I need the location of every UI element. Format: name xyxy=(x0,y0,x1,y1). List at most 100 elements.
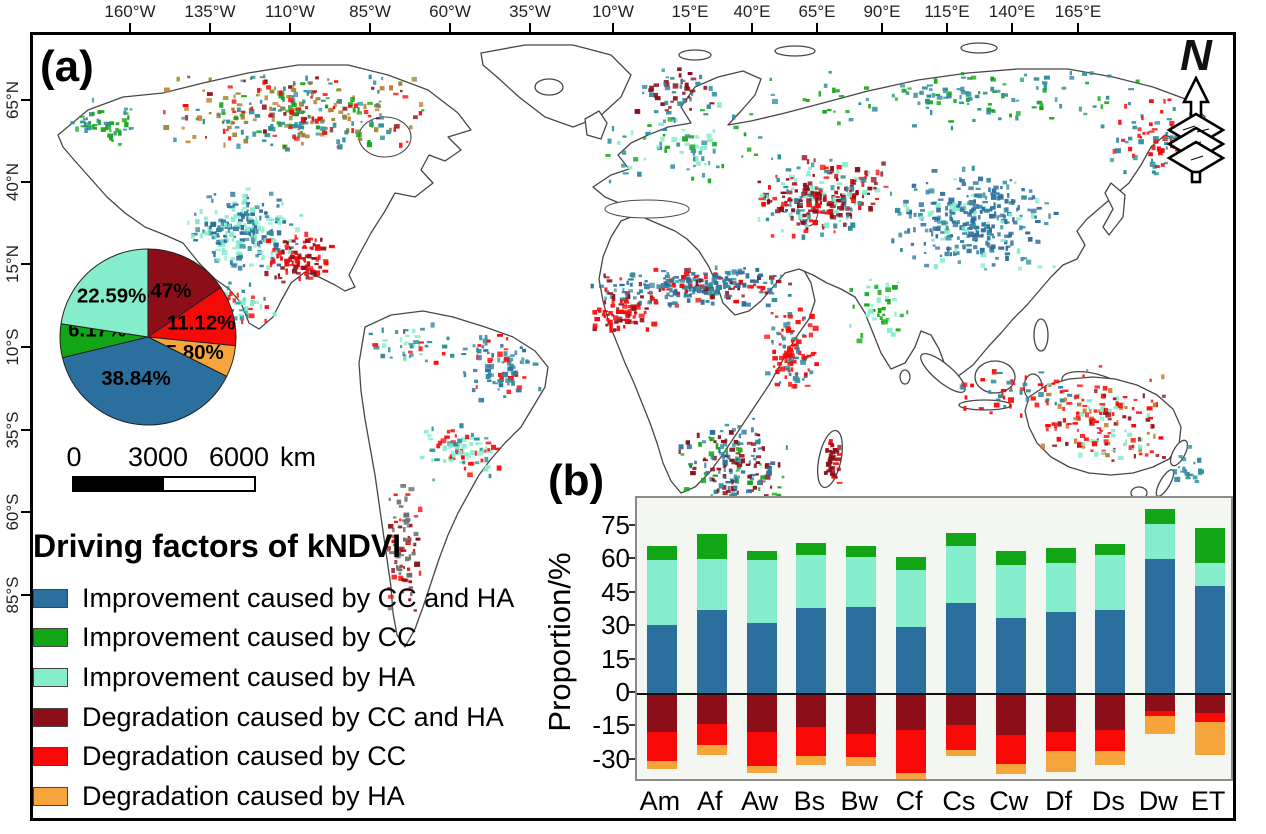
island-philippines xyxy=(1033,318,1049,352)
bar-category-label: Cf xyxy=(895,786,923,816)
legend-item: Degradation caused by HA xyxy=(33,780,405,814)
bar-segment-degradation-caused-by-cc xyxy=(696,724,727,746)
bar-category-label: Df xyxy=(1045,786,1073,816)
map-data-speckles xyxy=(70,67,1204,612)
legend-swatch xyxy=(33,787,68,806)
bar-category-label: Aw xyxy=(741,786,779,816)
longitude-tick xyxy=(689,23,691,32)
pie-slice xyxy=(61,336,228,426)
island-japan xyxy=(1102,182,1126,236)
latitude-tick xyxy=(21,429,30,431)
bar-segment-improvement-caused-by-cc xyxy=(945,532,976,546)
pie-slice xyxy=(60,248,149,338)
latitude-label: 85°S xyxy=(3,576,22,614)
north-arrow: N xyxy=(1158,34,1234,189)
bar-segment-degradation-caused-by-ha xyxy=(646,760,677,769)
latitude-label: 10°S xyxy=(3,328,22,366)
longitude-label: 60°W xyxy=(429,2,471,21)
longitude-label: 35°W xyxy=(509,2,551,21)
bar-segment-degradation-caused-by-ha xyxy=(846,757,877,767)
bar-segment-degradation-caused-by-cc-and-ha xyxy=(1045,694,1076,732)
longitude-label: 65°E xyxy=(798,2,836,21)
longitude-tick xyxy=(529,23,531,32)
longitude-tick xyxy=(369,23,371,32)
longitude-tick xyxy=(129,23,131,32)
island-britain xyxy=(584,110,608,140)
north-arrow-graphic xyxy=(1166,75,1226,184)
continent-eurasia xyxy=(592,68,1206,378)
bar-segment-improvement-caused-by-cc xyxy=(646,545,677,561)
bar-segment-improvement-caused-by-ha xyxy=(746,560,777,623)
legend-item: Improvement caused by CC xyxy=(33,621,417,655)
legend-item: Improvement caused by CC and HA xyxy=(33,581,514,615)
longitude-tick xyxy=(449,23,451,32)
bar-segment-improvement-caused-by-cc-and-ha xyxy=(896,627,927,694)
longitude-label: 90°E xyxy=(863,2,901,21)
longitude-tick xyxy=(751,23,753,32)
longitude-label: 115°E xyxy=(924,2,970,21)
y-axis-tick-mark xyxy=(629,590,635,593)
y-axis-tick-mark xyxy=(629,691,635,693)
bar-segment-improvement-caused-by-ha xyxy=(1195,562,1226,586)
bar-segment-degradation-caused-by-cc xyxy=(1145,710,1176,717)
latitude-label: 40°N xyxy=(3,163,22,201)
latitude-label: 65°N xyxy=(3,81,22,119)
legend-swatch xyxy=(33,747,68,767)
legend-swatch xyxy=(33,707,68,727)
bar-segment-improvement-caused-by-cc-and-ha xyxy=(846,607,877,694)
bar-category-label: Dw xyxy=(1138,786,1178,816)
bar-segment-degradation-caused-by-cc-and-ha xyxy=(995,694,1026,736)
longitude-tick xyxy=(1011,23,1013,32)
legend-item-label: Degradation caused by CC xyxy=(82,741,407,772)
legend-item: Degradation caused by CC and HA xyxy=(33,700,504,734)
bar-category-label: Bw xyxy=(840,786,879,816)
latitude-tick xyxy=(21,181,30,183)
longitude-tick xyxy=(289,23,291,32)
latitude-label: 15°N xyxy=(3,245,22,283)
arctic-island-1 xyxy=(678,49,712,61)
legend-swatch xyxy=(33,628,68,648)
bar-segment-degradation-caused-by-ha xyxy=(1145,716,1176,735)
bar-segment-degradation-caused-by-ha xyxy=(995,764,1026,775)
bar-segment-improvement-caused-by-ha xyxy=(995,564,1026,619)
bar-segment-degradation-caused-by-ha xyxy=(1045,750,1076,772)
bar-category-label: Bs xyxy=(793,786,826,816)
latitude-tick xyxy=(21,594,30,596)
bar-segment-improvement-caused-by-cc-and-ha xyxy=(646,624,677,694)
bar-segment-improvement-caused-by-cc xyxy=(1045,548,1076,563)
bar-segment-improvement-caused-by-cc-and-ha xyxy=(1095,610,1126,694)
bar-segment-degradation-caused-by-cc xyxy=(1045,731,1076,751)
bar-category-label: ET xyxy=(1190,786,1226,816)
bar-segment-degradation-caused-by-cc xyxy=(945,725,976,750)
bar-segment-degradation-caused-by-ha xyxy=(945,749,976,757)
legend-item-label: Degradation caused by CC and HA xyxy=(82,701,504,732)
legend-swatch xyxy=(33,667,68,687)
bar-segment-improvement-caused-by-cc-and-ha xyxy=(1045,611,1076,694)
bar-segment-degradation-caused-by-ha xyxy=(696,745,727,756)
y-axis-tick-mark xyxy=(629,557,635,560)
bar-segment-improvement-caused-by-cc xyxy=(846,545,877,558)
bar-category-label: Cs xyxy=(942,786,976,816)
bar-segment-degradation-caused-by-cc-and-ha xyxy=(1195,694,1226,713)
y-axis-tick-mark xyxy=(629,724,635,727)
longitude-tick xyxy=(1077,23,1079,32)
bar-chart-y-axis-title: Proportion/% xyxy=(542,552,577,732)
pie-slice-percentage: 38.84% xyxy=(101,367,171,390)
bar-segment-degradation-caused-by-ha xyxy=(746,766,777,774)
legend-item-label: Improvement caused by CC and HA xyxy=(82,582,515,613)
bar-category-label: Am xyxy=(639,786,681,816)
legend-item-label: Improvement caused by HA xyxy=(82,661,416,692)
bar-category-label: Cw xyxy=(989,786,1029,816)
longitude-tick xyxy=(209,23,211,32)
longitude-label: 165°E xyxy=(1054,2,1102,21)
scale-bar-graphic xyxy=(72,476,256,492)
bar-segment-improvement-caused-by-cc-and-ha xyxy=(1195,586,1226,694)
scale-bar-unit: km xyxy=(280,442,316,472)
island-java xyxy=(958,399,1012,411)
bar-segment-improvement-caused-by-ha xyxy=(1095,554,1126,611)
bar-segment-degradation-caused-by-cc-and-ha xyxy=(1145,694,1176,711)
panel-a-label: (a) xyxy=(40,42,94,91)
bar-segment-degradation-caused-by-cc-and-ha xyxy=(846,694,877,735)
bar-segment-degradation-caused-by-cc-and-ha xyxy=(796,694,827,728)
longitude-tick xyxy=(816,23,818,32)
